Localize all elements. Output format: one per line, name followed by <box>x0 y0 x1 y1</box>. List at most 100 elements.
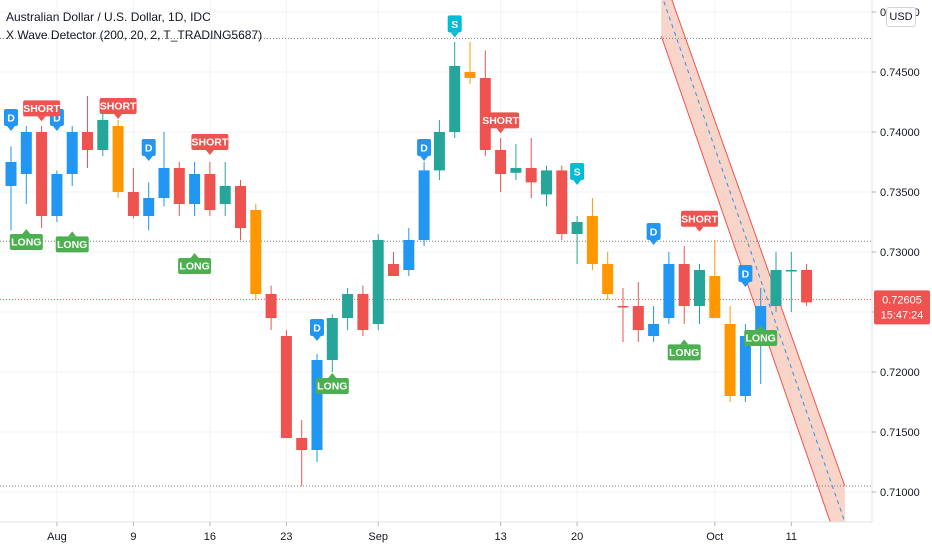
signal-long: LONG <box>178 253 212 274</box>
candle-body <box>97 120 109 150</box>
signal-pointer <box>450 32 459 38</box>
candle-body <box>158 168 170 198</box>
candle-body <box>632 306 644 330</box>
candle-body <box>571 222 583 234</box>
candle-body <box>663 264 675 318</box>
candle-body <box>311 360 323 450</box>
time-axis-tick-label: 20 <box>571 531 583 543</box>
price-axis-tick-label: 0.73500 <box>880 187 920 199</box>
signal-markers: D D D D D D D S S SHORT SHORT SHORT SHORT SHORT LONG LO… <box>4 15 778 394</box>
signal-box <box>55 236 89 253</box>
signal-d: D <box>738 265 753 287</box>
signal-label: D <box>145 143 153 155</box>
signal-label: LONG <box>11 237 41 249</box>
signal-d: D <box>141 139 156 161</box>
signal-pointer <box>420 156 429 161</box>
candle-body <box>785 270 797 272</box>
signal-box <box>191 134 229 150</box>
signal-box <box>681 210 718 227</box>
price-label-value: 0.72605 <box>882 294 922 306</box>
signal-label: LONG <box>746 333 776 345</box>
signal-pointer <box>313 336 321 341</box>
signal-pointer <box>52 126 61 131</box>
indicator-title[interactable]: X Wave Detector (200, 20, 2, T_TRADING56… <box>6 28 263 42</box>
signal-label: D <box>7 113 15 125</box>
price-axis-tick-label: 0.71500 <box>880 427 920 439</box>
candle-body <box>36 132 48 216</box>
candle-body <box>739 336 751 396</box>
candle-body <box>143 198 155 216</box>
horizontal-levels <box>0 37 872 487</box>
candle-body <box>586 216 598 264</box>
signal-pointer <box>741 282 750 287</box>
signal-box <box>570 163 585 180</box>
signal-short: SHORT <box>99 98 137 119</box>
candle-body <box>235 186 246 228</box>
price-axis-tick-label: 0.74000 <box>880 127 920 139</box>
candle-body <box>326 318 338 360</box>
signal-long: LONG <box>9 229 43 250</box>
signal-box <box>310 319 324 336</box>
candle-body <box>250 210 262 294</box>
time-axis-background <box>0 522 932 550</box>
signal-label: SHORT <box>100 101 137 113</box>
candle-body <box>510 168 522 173</box>
candle-body <box>280 336 292 438</box>
signal-pointer <box>37 116 46 122</box>
signal-label: LONG <box>57 239 87 251</box>
candle-body <box>5 162 17 186</box>
time-axis-tick-label: 13 <box>494 531 506 543</box>
signal-box <box>482 112 520 129</box>
signal-pointer <box>680 339 689 345</box>
signal-box <box>646 223 661 240</box>
candle-body <box>112 126 124 192</box>
time-axis-tick-label: 11 <box>786 531 797 543</box>
candlesticks <box>5 42 813 486</box>
candle-body <box>173 168 185 204</box>
time-axis[interactable]: Aug 9 16 23 Sep 13 20 Oct 11 <box>47 522 797 543</box>
candle-body <box>127 192 139 216</box>
signal-pointer <box>695 226 704 232</box>
candle-body <box>20 132 32 174</box>
signal-pointer <box>190 253 199 258</box>
regression-channel <box>660 0 846 550</box>
signal-short: SHORT <box>191 134 229 155</box>
price-label-countdown: 15:47:24 <box>881 309 924 321</box>
candle-body <box>204 174 216 210</box>
time-axis-tick-label: 9 <box>130 531 136 543</box>
signal-label: D <box>420 143 428 155</box>
signal-pointer <box>114 114 123 119</box>
currency-button[interactable]: USD <box>886 7 916 27</box>
candle-body <box>296 438 308 450</box>
candle-body <box>648 324 660 336</box>
signal-pointer <box>496 128 505 134</box>
signal-box <box>141 139 156 156</box>
signal-label: S <box>451 19 458 31</box>
candle-body <box>66 132 78 174</box>
candle-body <box>556 170 568 234</box>
candle-body <box>724 324 736 396</box>
signal-short: SHORT <box>482 112 520 134</box>
signal-long: LONG <box>744 325 778 346</box>
price-axis-background <box>872 0 932 550</box>
signal-long: LONG <box>55 231 89 253</box>
signal-box <box>417 139 432 156</box>
time-axis-tick-label: 23 <box>280 531 292 543</box>
signal-pointer <box>328 373 337 378</box>
symbol-title: Australian Dollar / U.S. Dollar, 1D, IDC <box>6 10 211 24</box>
signal-label: D <box>313 323 321 335</box>
signal-label: SHORT <box>23 103 60 115</box>
signal-d: D <box>417 139 432 161</box>
signal-box <box>99 98 137 114</box>
signal-pointer <box>649 240 658 245</box>
signal-pointer <box>573 180 582 185</box>
candle-body <box>755 306 767 336</box>
signal-pointer <box>68 231 77 237</box>
candle-body <box>602 264 614 294</box>
candle-body <box>449 66 461 132</box>
signal-long: LONG <box>667 339 701 361</box>
price-label-box <box>874 290 930 325</box>
signal-box <box>23 100 61 117</box>
signal-d: D <box>646 223 661 245</box>
